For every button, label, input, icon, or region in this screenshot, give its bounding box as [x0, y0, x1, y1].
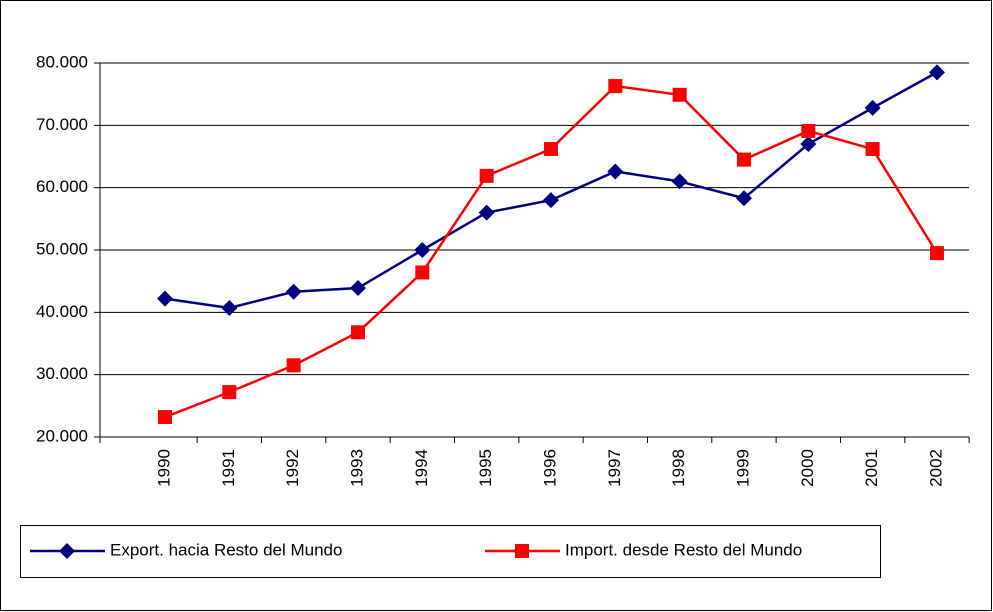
data-point — [221, 299, 238, 316]
data-point — [671, 173, 688, 190]
y-tick-label: 20.000 — [36, 426, 88, 445]
data-point — [607, 163, 624, 180]
x-tick-label: 1992 — [283, 449, 302, 487]
y-tick-label: 30.000 — [36, 364, 88, 383]
data-point — [286, 358, 301, 373]
y-tick-label: 60.000 — [36, 177, 88, 196]
data-point — [158, 410, 172, 425]
x-tick-label: 2002 — [926, 449, 945, 487]
data-point — [415, 265, 430, 280]
y-tick-label: 70.000 — [36, 115, 88, 134]
legend-box — [20, 525, 881, 578]
data-point — [864, 99, 881, 116]
data-point — [608, 79, 623, 94]
data-point — [736, 152, 751, 167]
data-point — [285, 283, 302, 300]
data-point — [349, 280, 366, 297]
x-tick-label: 1990 — [154, 449, 173, 487]
data-point — [672, 87, 687, 102]
x-tick-label: 1998 — [669, 449, 688, 487]
x-tick-label: 1993 — [347, 449, 366, 487]
data-point — [929, 246, 944, 261]
legend-label: Export. hacia Resto del Mundo — [110, 540, 342, 559]
data-point — [222, 385, 237, 400]
x-tick-label: 1995 — [476, 449, 495, 487]
data-point — [157, 290, 173, 307]
legend-marker — [515, 544, 529, 558]
x-tick-label: 1997 — [605, 449, 624, 487]
data-point — [350, 325, 365, 340]
x-tick-label: 1991 — [219, 449, 238, 487]
y-tick-label: 40.000 — [36, 302, 88, 321]
data-point — [800, 136, 817, 153]
data-point — [543, 142, 558, 157]
x-tick-label: 1996 — [540, 449, 559, 487]
data-point — [479, 168, 494, 183]
x-tick-label: 2000 — [798, 449, 817, 487]
legend-marker — [59, 543, 75, 559]
x-tick-label: 2001 — [862, 449, 881, 487]
data-point — [928, 64, 945, 81]
data-point — [735, 190, 752, 207]
y-tick-label: 80.000 — [36, 52, 88, 71]
data-point — [414, 242, 431, 258]
legend-label: Import. desde Resto del Mundo — [565, 540, 802, 559]
data-point — [801, 123, 816, 138]
x-tick-label: 1999 — [733, 449, 752, 487]
data-point — [542, 192, 559, 209]
data-point — [478, 204, 495, 221]
x-tick-label: 1994 — [412, 449, 431, 487]
data-point — [865, 142, 880, 157]
y-tick-label: 50.000 — [36, 239, 88, 258]
